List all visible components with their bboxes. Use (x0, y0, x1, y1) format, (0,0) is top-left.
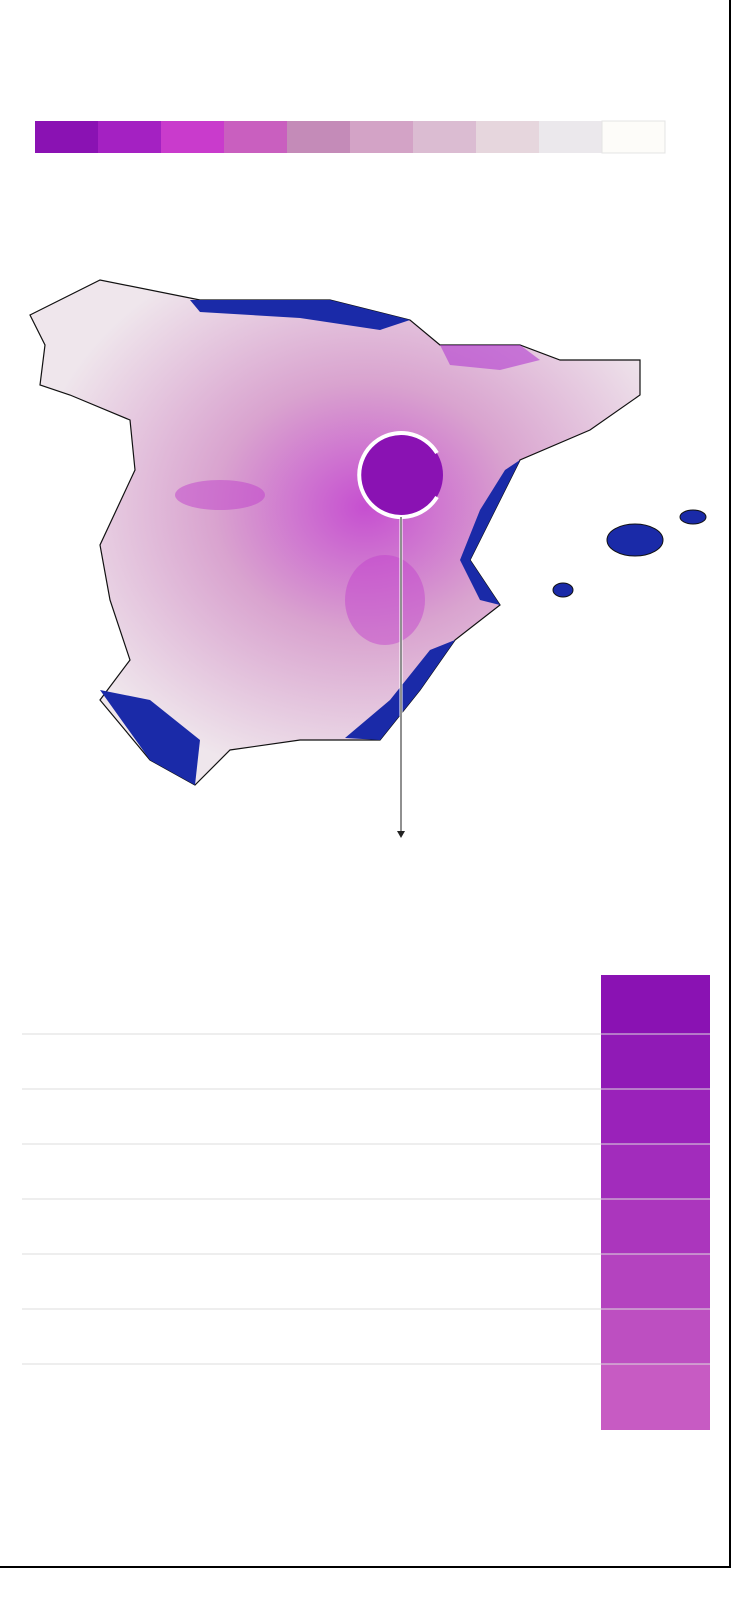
row-swatch (601, 975, 710, 1034)
pyrenees (440, 345, 540, 370)
legend-swatch (98, 121, 161, 153)
legend (35, 120, 666, 154)
legend-swatch (350, 121, 413, 153)
legend-swatch (224, 121, 287, 153)
hotspot (345, 555, 425, 645)
hotspot (175, 480, 265, 510)
island (552, 582, 574, 598)
row-swatch (601, 1199, 710, 1254)
coast-east (460, 460, 520, 605)
legend-swatch (161, 121, 224, 153)
legend-swatch (413, 121, 476, 153)
table (22, 975, 710, 1430)
coast-southwest (100, 690, 200, 785)
highlight-ring (357, 431, 439, 519)
row-swatch (601, 1089, 710, 1144)
legend-swatch (539, 121, 602, 153)
coast-north (190, 300, 410, 330)
row-swatch (601, 1144, 710, 1199)
legend-swatch (601, 120, 666, 154)
pointer-arrow (397, 831, 405, 838)
map (29, 279, 707, 838)
island (606, 523, 664, 557)
island (679, 509, 707, 525)
row-swatch (601, 1254, 710, 1309)
legend-swatch (476, 121, 539, 153)
row-swatch (601, 1364, 710, 1430)
legend-swatch (287, 121, 350, 153)
row-swatch (601, 1034, 710, 1089)
legend-swatch (35, 121, 98, 153)
highlight-area (359, 433, 443, 517)
row-swatch (601, 1309, 710, 1364)
